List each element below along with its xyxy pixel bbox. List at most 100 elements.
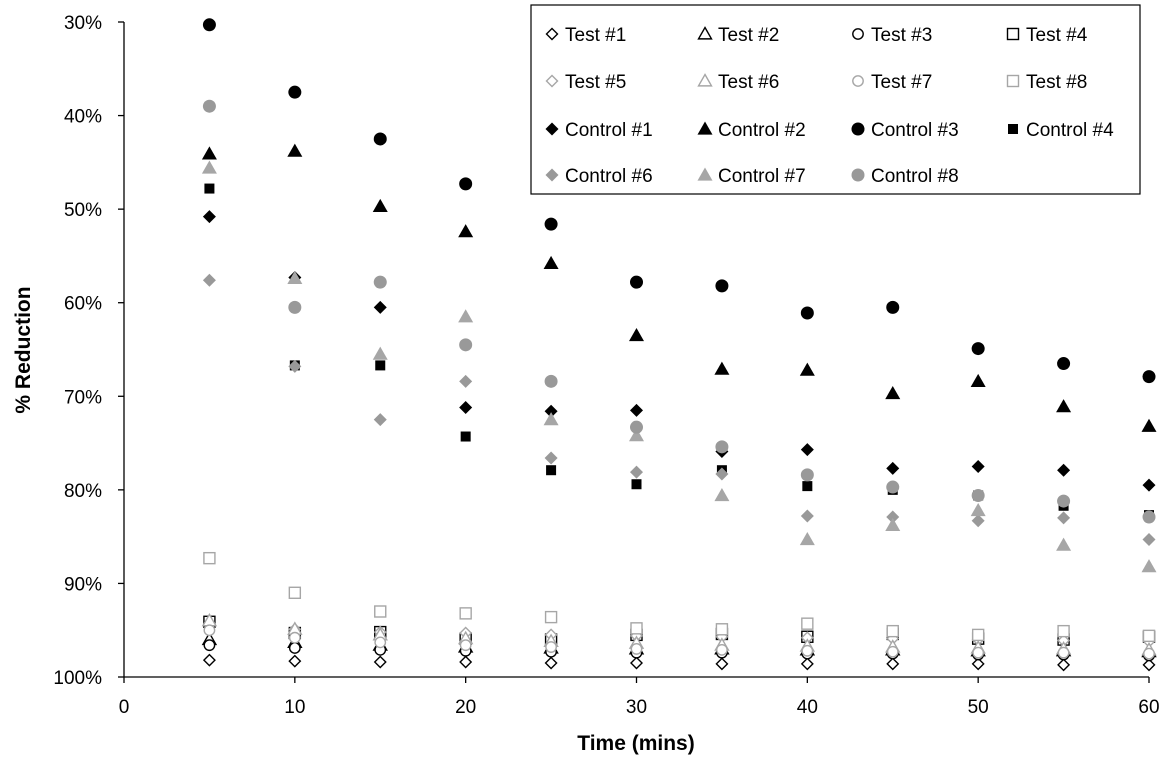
legend-label: Control #8: [871, 166, 959, 187]
legend-item: Test #6: [697, 72, 779, 93]
data-point: [458, 224, 474, 238]
legend-marker: [545, 122, 559, 136]
y-tick-label: 30%: [64, 13, 102, 34]
data-point: [971, 488, 985, 502]
data-point: [799, 362, 815, 376]
legend-label: Control #4: [1026, 120, 1114, 141]
legend-marker: [851, 122, 865, 136]
data-point: [715, 623, 729, 636]
y-tick-label: 100%: [53, 668, 102, 689]
data-point: [544, 451, 558, 465]
data-point: [715, 467, 729, 481]
legend-label: Test #7: [871, 72, 932, 93]
data-point: [203, 624, 216, 637]
data-point: [202, 273, 216, 287]
data-point: [970, 502, 986, 517]
data-point: [715, 440, 729, 454]
legend-label: Test #2: [718, 25, 779, 46]
data-point: [886, 300, 900, 314]
legend-label: Control #7: [718, 166, 806, 187]
data-point: [886, 645, 899, 658]
data-point: [630, 275, 643, 289]
series: [201, 143, 1157, 432]
data-point: [459, 177, 473, 191]
data-point: [629, 428, 644, 442]
y-ticks: 30% 40% 50% 60% 70% 80% 90% 100%: [53, 13, 124, 689]
legend-item: Test #2: [697, 25, 779, 46]
data-point: [288, 85, 302, 99]
data-point: [802, 481, 813, 492]
data-point: [630, 656, 643, 670]
x-tick-label: 30: [626, 697, 647, 718]
legend-marker: [697, 167, 713, 181]
data-point: [459, 374, 473, 388]
data-point: [630, 622, 643, 635]
data-point: [202, 18, 216, 32]
data-point: [801, 644, 814, 657]
data-point: [373, 655, 387, 669]
data-point: [971, 628, 985, 642]
data-point: [971, 342, 985, 356]
legend-marker: [1006, 74, 1020, 88]
data-point: [1142, 658, 1156, 672]
y-axis-title: % Reduction: [12, 286, 35, 413]
data-point: [288, 631, 301, 644]
legend-item: Control #3: [851, 120, 959, 141]
x-tick-label: 40: [797, 697, 818, 718]
data-point: [971, 514, 985, 528]
legend-label: Control #1: [565, 120, 653, 141]
data-point: [459, 655, 473, 669]
data-point: [373, 132, 387, 146]
legend-label: Test #6: [718, 72, 779, 93]
x-tick-label: 10: [284, 697, 305, 718]
data-point: [886, 480, 900, 494]
data-point: [1141, 559, 1157, 573]
legend-label: Control #3: [871, 120, 959, 141]
legend-item: Test #5: [545, 72, 626, 93]
data-point: [970, 373, 986, 387]
series: [202, 18, 1156, 384]
data-point: [1057, 357, 1071, 371]
data-point: [1057, 646, 1070, 659]
data-point: [1142, 478, 1156, 492]
series: [201, 612, 1157, 656]
data-point: [630, 643, 643, 655]
y-tick-label: 40%: [64, 107, 102, 128]
data-point: [374, 636, 387, 649]
data-point: [800, 306, 814, 320]
legend-item: Test #1: [545, 25, 626, 46]
data-point: [202, 653, 216, 667]
legend-marker: [697, 26, 713, 40]
data-point: [201, 160, 217, 174]
data-point: [1141, 418, 1157, 432]
legend-marker: [545, 168, 559, 182]
data-point: [630, 465, 643, 479]
data-point: [544, 217, 558, 231]
data-point: [459, 639, 472, 652]
data-point: [458, 309, 474, 323]
data-point: [714, 361, 730, 375]
series: [203, 624, 1155, 660]
data-point: [971, 657, 985, 671]
data-point: [1142, 629, 1156, 643]
legend-marker: [1008, 124, 1018, 134]
x-tick-label: 50: [968, 697, 989, 718]
legend-item: Test #8: [1006, 72, 1087, 93]
series: [202, 653, 1156, 672]
data-point: [1142, 370, 1156, 384]
data-point: [372, 346, 388, 360]
series: [203, 639, 1155, 662]
x-ticks: 0 10 20 30 40 50 60: [119, 677, 1160, 718]
legend-label: Control #6: [565, 166, 653, 187]
data-point: [800, 443, 814, 457]
data-point: [288, 654, 302, 668]
legend-marker: [697, 121, 713, 135]
legend-marker: [851, 168, 865, 182]
legend-item: Control #2: [697, 120, 806, 141]
y-tick-label: 50%: [64, 200, 102, 221]
data-point: [288, 300, 302, 314]
legend-label: Control #2: [718, 120, 806, 141]
legend-marker: [545, 27, 559, 41]
data-point: [630, 403, 643, 417]
data-point: [1142, 532, 1156, 546]
